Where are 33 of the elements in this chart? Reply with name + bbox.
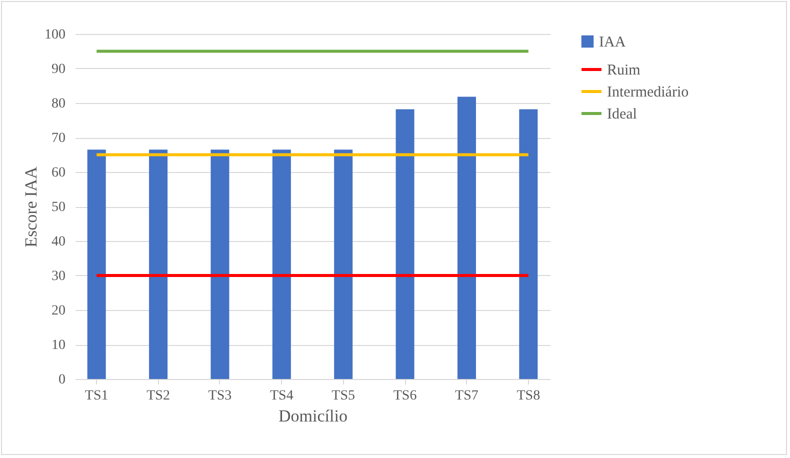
legend-label: IAA [599,34,626,50]
bar [149,150,168,379]
y-axis-title: Escore IAA [22,166,40,248]
x-tick-label: TS6 [393,388,417,404]
legend-label: Ideal [607,106,637,122]
x-tick-label: TS4 [270,388,294,404]
bar [210,150,230,379]
y-tick-label: 10 [52,338,66,353]
legend-label: Ruim [607,62,641,78]
y-tick-label: 60 [52,166,66,180]
x-tick-label: TS2 [146,388,170,404]
x-tick-label: TS1 [84,388,108,404]
y-tick-label: 50 [52,200,66,215]
y-tick-label: 0 [58,372,66,388]
bar [87,150,106,379]
bar [396,109,414,379]
y-tick-label: 90 [52,62,66,77]
bar [272,150,291,379]
y-tick-label: 40 [52,234,66,250]
x-tick-label: TS7 [455,388,478,404]
bar [519,109,538,379]
bar [334,150,353,379]
x-tick-label: TS3 [208,388,232,404]
y-tick-label: 80 [52,96,66,112]
y-tick-label: 100 [44,28,66,42]
y-tick-label: 20 [52,304,66,318]
x-tick-label: TS8 [516,388,540,404]
y-tick-label: 70 [52,131,66,146]
bar [457,96,476,379]
y-tick-label: 30 [52,269,66,284]
x-tick-label: TS5 [332,388,356,404]
legend-label: Intermediário [607,84,689,100]
x-axis-title: Domicílio [278,406,348,426]
